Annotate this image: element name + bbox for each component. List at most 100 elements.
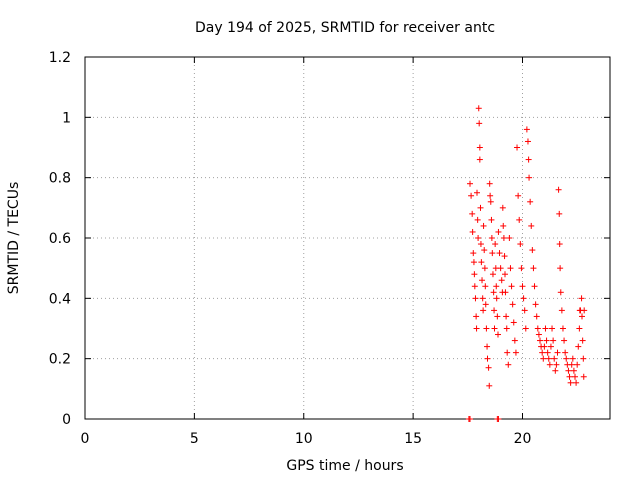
data-point [565, 367, 572, 374]
data-point [524, 138, 531, 145]
data-point [473, 313, 480, 320]
data-point [504, 349, 511, 356]
data-point [531, 283, 538, 290]
data-point [516, 216, 523, 223]
data-point [467, 180, 473, 187]
data-point [526, 174, 533, 181]
data-point [559, 325, 566, 332]
data-point [467, 416, 473, 422]
data-point [501, 253, 508, 260]
y-tick-label: 1 [62, 110, 71, 126]
data-point [502, 271, 508, 278]
y-tick-label: 0.8 [49, 171, 71, 187]
y-tick-label: 0.4 [49, 291, 71, 307]
data-point [469, 210, 476, 217]
x-tick-label: 15 [404, 431, 422, 447]
data-point [496, 250, 503, 257]
data-point [489, 250, 496, 257]
data-point [544, 349, 551, 356]
data-point [512, 349, 519, 356]
data-point [566, 373, 573, 380]
data-point [471, 283, 478, 290]
data-point [503, 313, 510, 320]
data-point [579, 337, 586, 344]
data-point [570, 367, 577, 374]
data-points [465, 105, 588, 422]
data-point [476, 120, 483, 127]
axes [84, 56, 611, 420]
data-point [534, 325, 541, 332]
data-point [500, 235, 507, 241]
data-point [556, 241, 563, 248]
data-point [527, 198, 534, 205]
data-point [572, 373, 578, 380]
data-point [487, 198, 494, 205]
data-point [543, 337, 550, 344]
data-point [484, 355, 491, 362]
data-point [549, 325, 556, 332]
data-point [545, 355, 552, 362]
y-axis-ticks: 0 0.2 0.4 0.6 0.8 1 1.2 [49, 50, 610, 428]
data-point [477, 241, 484, 248]
data-point [480, 307, 487, 314]
y-tick-label: 0.2 [49, 352, 71, 368]
data-point [482, 283, 489, 290]
data-point [557, 265, 564, 272]
data-point [503, 325, 510, 332]
y-axis-label: SRMTID / TECUs [6, 182, 22, 295]
data-point [495, 416, 502, 422]
y-tick-label: 1.2 [49, 50, 71, 66]
data-point [558, 307, 565, 314]
data-point [552, 367, 559, 374]
data-point [479, 277, 486, 284]
data-point [495, 331, 501, 338]
data-point [470, 259, 477, 266]
data-point [528, 222, 535, 229]
x-tick-label: 20 [514, 431, 532, 447]
data-point [539, 349, 546, 356]
data-point [550, 337, 557, 344]
data-point [482, 301, 489, 308]
data-point [484, 343, 491, 350]
data-point [489, 271, 496, 278]
data-point [542, 325, 549, 332]
data-point [567, 379, 574, 386]
data-point [540, 355, 547, 362]
data-point [563, 355, 570, 362]
data-point [508, 283, 515, 290]
plot-frame [84, 56, 611, 420]
data-point [507, 265, 514, 272]
data-point [486, 382, 493, 389]
data-point [480, 222, 487, 229]
data-point [492, 241, 499, 248]
data-point [481, 265, 488, 272]
y-tick-label: 0 [62, 412, 71, 428]
data-point [574, 361, 581, 368]
data-point [481, 247, 488, 254]
data-point [470, 250, 477, 257]
data-point [506, 235, 513, 241]
data-point [561, 337, 568, 344]
data-point [490, 289, 497, 296]
data-point [499, 204, 506, 211]
data-point [497, 265, 504, 272]
data-point [530, 265, 537, 272]
data-point [476, 144, 483, 151]
data-point [580, 373, 587, 380]
data-point [483, 325, 490, 332]
data-point [491, 325, 498, 332]
data-point [553, 361, 560, 368]
data-point [493, 283, 500, 290]
data-point [535, 331, 542, 338]
data-point [493, 295, 500, 302]
data-point [546, 361, 553, 368]
data-point [579, 313, 585, 320]
data-point [500, 222, 507, 229]
data-point [487, 192, 494, 199]
x-axis-label: GPS time / hours [286, 458, 403, 474]
data-point [472, 295, 479, 302]
data-point [557, 289, 564, 296]
data-point [532, 301, 539, 308]
data-point [505, 361, 512, 368]
data-point [475, 235, 482, 241]
